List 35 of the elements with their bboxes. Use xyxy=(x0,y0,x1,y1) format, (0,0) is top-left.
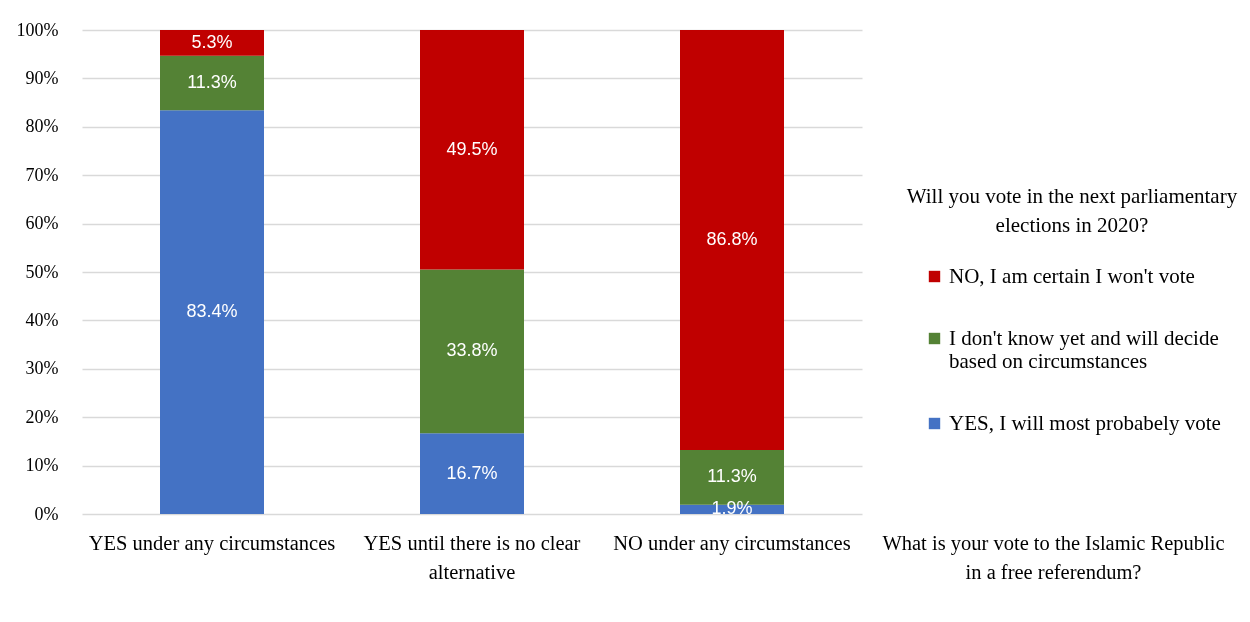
legend-label: YES, I will most probabely vote xyxy=(949,410,1221,435)
bar xyxy=(420,433,524,514)
x-axis-title: What is your vote to the Islamic Republic in a free referendum? xyxy=(882,531,1225,583)
y-tick-label: 30% xyxy=(25,358,59,379)
y-tick-label: 50% xyxy=(25,261,59,282)
y-tick-label: 60% xyxy=(25,213,59,234)
data-label: 83.4% xyxy=(186,301,238,322)
y-tick-label: 20% xyxy=(25,406,59,427)
y-tick-label: 70% xyxy=(25,164,59,185)
x-tick-label: NO under any circumstances xyxy=(613,531,851,555)
bar xyxy=(160,30,264,56)
data-label: 49.5% xyxy=(446,138,498,159)
y-tick-label: 90% xyxy=(25,67,59,88)
data-label: 11.3% xyxy=(187,72,237,92)
data-label: 1.9% xyxy=(711,498,753,519)
data-label: 86.8% xyxy=(706,229,758,250)
legend-label: I don't know yet and will decide based on circumstances xyxy=(949,325,1219,373)
y-tick-label: 100% xyxy=(16,19,59,40)
bar xyxy=(160,55,264,111)
data-label: 16.7% xyxy=(446,462,498,483)
y-tick-label: 0% xyxy=(34,503,59,524)
bar xyxy=(680,30,784,451)
x-tick-label: YES until there is no clear alternative xyxy=(363,531,581,583)
legend-title: Will you vote in the next parliamentary elections in 2020? xyxy=(906,184,1238,237)
y-tick-label: 10% xyxy=(25,455,59,476)
bar xyxy=(420,269,524,434)
bar xyxy=(420,30,524,270)
bar xyxy=(160,110,264,514)
data-label: 33.8% xyxy=(446,340,498,361)
legend-label: NO, I am certain I won't vote xyxy=(949,263,1195,288)
y-tick-label: 40% xyxy=(25,309,59,330)
data-label: 11.3% xyxy=(707,466,757,487)
data-label: 5.3% xyxy=(191,31,233,52)
y-tick-label: 80% xyxy=(25,116,59,137)
x-tick-label: YES under any circumstances xyxy=(88,531,336,555)
